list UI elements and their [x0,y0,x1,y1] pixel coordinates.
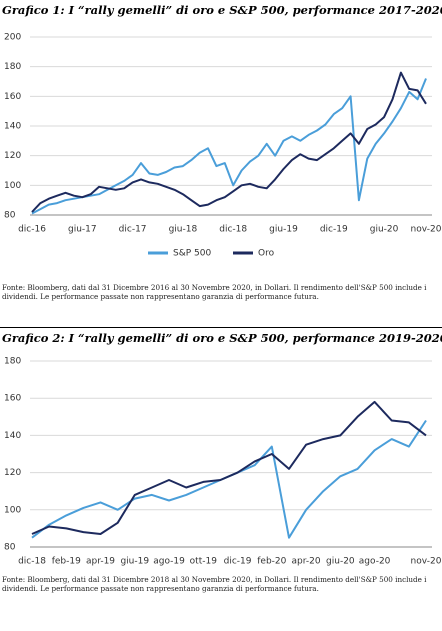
x-tick-label: dic-18 [18,557,46,567]
source-note: Fonte: Bloomberg, dati dal 31 Dicembre 2… [2,283,427,301]
x-tick-label: giu-18 [169,225,198,235]
x-tick-label: feb-20 [257,557,286,567]
data-line [31,400,427,535]
y-tick-label: 80 [4,211,16,221]
chart: 80 100 120 140 160 180 dic-18 feb-19 apr-19 giu-1… [4,357,442,567]
y-tick-label: 180 [4,357,21,367]
x-tick-label: nov-20 [411,225,442,235]
x-tick-label: giu-19 [269,225,298,235]
y-tick-label: 120 [4,468,21,478]
chart-section: Grafico 1: I “rally gemelli” di oro e S&… [0,0,442,301]
x-tick-label: dic-16 [18,225,46,235]
data-line [31,71,427,213]
x-tick-label: apr-20 [292,557,321,567]
x-tick-label: giu-19 [120,557,149,567]
chart-title: Grafico 1: I “rally gemelli” di oro e S&… [2,3,442,17]
x-tick-label: giu-20 [326,557,355,567]
chart: 80 100 120 140 160 180 200 dic-16 giu-17 dic-17 gi… [4,33,442,259]
x-tick-label: dic-17 [119,225,147,235]
y-tick-label: 160 [4,92,21,102]
y-tick-label: 100 [4,505,21,515]
x-tick-label: giu-17 [68,225,97,235]
separator [0,327,442,328]
legend-label: S&P 500 [173,249,211,259]
x-tick-label: dic-19 [320,225,348,235]
x-tick-label: ago-20 [359,557,391,567]
y-tick-label: 140 [4,122,21,132]
data-line [31,419,427,539]
x-tick-label: giu-20 [370,225,399,235]
y-tick-label: 120 [4,151,21,161]
data-line [31,78,427,215]
y-tick-label: 200 [4,33,21,43]
x-tick-label: dic-18 [219,225,247,235]
y-tick-label: 140 [4,431,21,441]
y-tick-label: 80 [4,543,16,553]
x-tick-label: apr-19 [86,557,115,567]
y-tick-label: 180 [4,62,21,72]
chart-title: Grafico 2: I “rally gemelli” di oro e S&… [2,331,442,345]
legend-label: Oro [258,249,275,259]
x-tick-label: ago-19 [153,557,185,567]
chart-section: Grafico 2: I “rally gemelli” di oro e S&… [0,328,442,593]
x-tick-label: ott-19 [190,557,218,567]
x-tick-label: feb-19 [52,557,81,567]
x-tick-label: dic-19 [224,557,252,567]
source-note: Fonte: Bloomberg, dati dal 31 Dicembre 2… [2,575,427,593]
y-tick-label: 100 [4,181,21,191]
y-tick-label: 160 [4,394,21,404]
x-tick-label: nov-20 [411,557,442,567]
